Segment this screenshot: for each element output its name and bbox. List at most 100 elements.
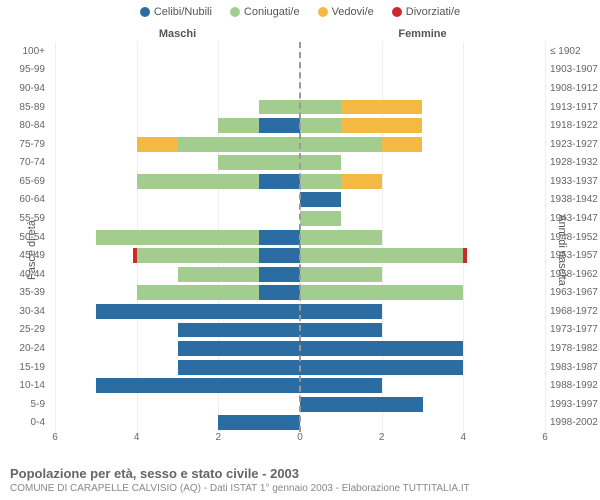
bar-segment <box>137 248 260 263</box>
bar-male <box>55 285 300 300</box>
y-tick-right: 1933-1937 <box>550 172 600 191</box>
y-tick-left: 0-4 <box>0 414 45 433</box>
y-tick-left: 75-79 <box>0 135 45 154</box>
bar-female <box>300 397 545 412</box>
bar-female <box>300 267 545 282</box>
y-tick-right: 1953-1957 <box>550 246 600 265</box>
bar-male <box>55 155 300 170</box>
bar-segment <box>300 285 463 300</box>
y-tick-right: 1973-1977 <box>550 321 600 340</box>
y-tick-right: 1923-1927 <box>550 135 600 154</box>
bar-male <box>55 81 300 96</box>
bar-segment <box>218 415 300 430</box>
y-tick-left: 85-89 <box>0 98 45 117</box>
bar-male <box>55 341 300 356</box>
y-tick-left: 60-64 <box>0 191 45 210</box>
y-tick-right: 1943-1947 <box>550 209 600 228</box>
bar-female <box>300 378 545 393</box>
y-tick-right: 1983-1987 <box>550 358 600 377</box>
y-tick-right: 1908-1912 <box>550 79 600 98</box>
footer: Popolazione per età, sesso e stato civil… <box>10 466 470 494</box>
bar-female <box>300 360 545 375</box>
legend-item: Celibi/Nubili <box>140 6 212 18</box>
bar-segment <box>218 155 300 170</box>
x-tick: 2 <box>216 432 222 443</box>
bar-male <box>55 62 300 77</box>
bar-female <box>300 137 545 152</box>
bar-female <box>300 285 545 300</box>
gender-labels: Maschi Femmine <box>55 28 545 40</box>
bar-segment <box>178 360 301 375</box>
bar-segment <box>137 174 260 189</box>
chart-subtitle: COMUNE DI CARAPELLE CALVISIO (AQ) - Dati… <box>10 483 470 494</box>
bar-male <box>55 137 300 152</box>
legend-swatch <box>318 7 328 17</box>
y-tick-left: 50-54 <box>0 228 45 247</box>
chart-title: Popolazione per età, sesso e stato civil… <box>10 466 470 481</box>
bar-segment <box>300 267 382 282</box>
y-tick-left: 10-14 <box>0 376 45 395</box>
bar-female <box>300 174 545 189</box>
legend: Celibi/NubiliConiugati/eVedovi/eDivorzia… <box>0 0 600 18</box>
bar-female <box>300 81 545 96</box>
x-tick: 6 <box>542 432 548 443</box>
bar-segment <box>218 118 259 133</box>
bar-female <box>300 304 545 319</box>
y-tick-left: 30-34 <box>0 302 45 321</box>
bar-segment <box>300 378 382 393</box>
label-male: Maschi <box>55 28 300 40</box>
legend-item: Vedovi/e <box>318 6 374 18</box>
bar-segment <box>178 267 260 282</box>
y-tick-left: 95-99 <box>0 61 45 80</box>
bar-segment <box>96 304 300 319</box>
y-tick-right: 1918-1922 <box>550 116 600 135</box>
y-tick-left: 80-84 <box>0 116 45 135</box>
bar-segment <box>178 341 301 356</box>
y-tick-right: 1988-1992 <box>550 376 600 395</box>
bar-segment <box>137 137 178 152</box>
bar-segment <box>300 137 382 152</box>
legend-label: Celibi/Nubili <box>154 6 212 18</box>
legend-label: Divorziati/e <box>406 6 460 18</box>
bar-female <box>300 62 545 77</box>
bar-segment <box>259 267 300 282</box>
bar-segment <box>137 285 260 300</box>
bar-segment <box>300 192 341 207</box>
bar-male <box>55 267 300 282</box>
bar-male <box>55 378 300 393</box>
gridline <box>545 42 546 432</box>
x-axis: 6420246 <box>55 432 545 446</box>
x-tick: 0 <box>297 432 303 443</box>
bar-female <box>300 118 545 133</box>
bar-segment <box>178 323 301 338</box>
bar-segment <box>300 248 463 263</box>
y-tick-right: 1948-1952 <box>550 228 600 247</box>
bar-segment <box>259 285 300 300</box>
bar-segment <box>341 100 423 115</box>
bar-segment <box>341 118 423 133</box>
bar-segment <box>300 174 341 189</box>
x-tick: 4 <box>461 432 467 443</box>
y-tick-right: 1968-1972 <box>550 302 600 321</box>
bar-female <box>300 211 545 226</box>
bar-segment <box>96 378 300 393</box>
y-tick-left: 100+ <box>0 42 45 61</box>
x-tick: 2 <box>379 432 385 443</box>
bar-male <box>55 304 300 319</box>
bar-female <box>300 341 545 356</box>
bar-segment <box>300 323 382 338</box>
y-tick-right: 1903-1907 <box>550 61 600 80</box>
bar-segment <box>300 230 382 245</box>
bar-male <box>55 192 300 207</box>
y-tick-right: 1998-2002 <box>550 414 600 433</box>
bar-segment <box>300 397 423 412</box>
bar-segment <box>300 360 463 375</box>
y-tick-left: 65-69 <box>0 172 45 191</box>
y-axis-right: ≤ 19021903-19071908-19121913-19171918-19… <box>545 42 600 432</box>
bar-segment <box>259 174 300 189</box>
center-line <box>299 42 301 432</box>
bar-segment <box>259 230 300 245</box>
y-tick-left: 55-59 <box>0 209 45 228</box>
bar-segment <box>300 304 382 319</box>
y-tick-left: 15-19 <box>0 358 45 377</box>
